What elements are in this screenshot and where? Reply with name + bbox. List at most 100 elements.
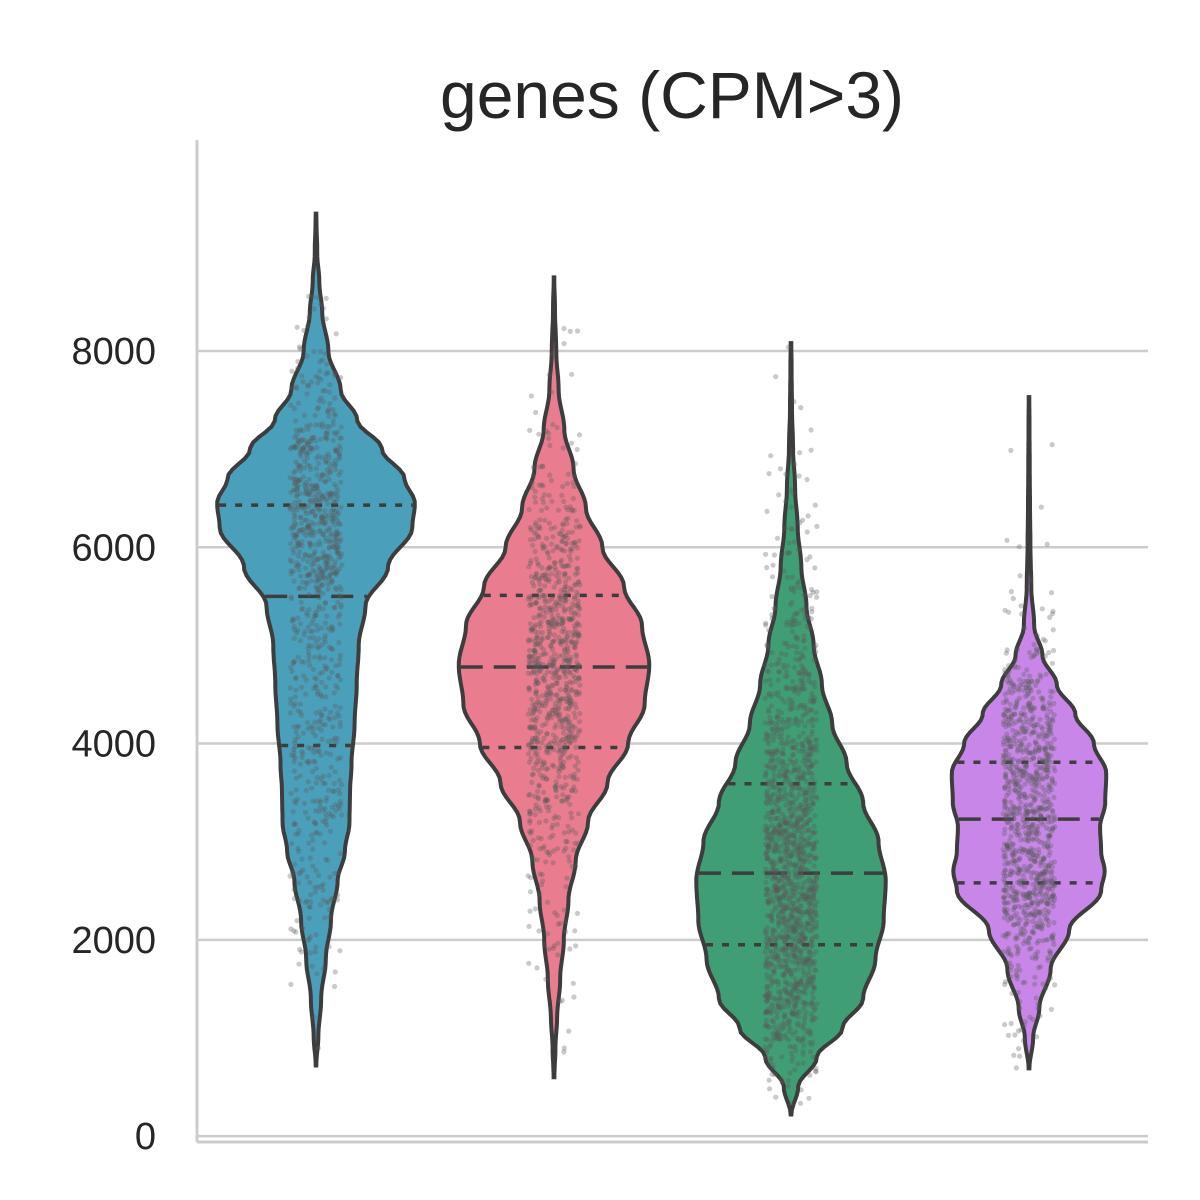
strip-point [794,816,801,822]
strip-point [292,468,298,474]
strip-point [317,368,323,374]
strip-point [329,805,335,811]
strip-point [801,850,807,857]
strip-point [533,678,539,684]
strip-point [769,792,775,798]
strip-point [801,1017,808,1023]
strip-point [556,765,562,772]
strip-point [293,459,299,465]
strip-point [763,814,769,820]
strip-point [802,749,808,755]
strip-point [794,644,800,650]
strip-point [528,741,534,747]
strip-point [772,815,779,822]
strip-point [307,934,313,940]
strip-point [550,707,556,713]
strip-point [764,935,770,941]
strip-point [291,659,297,666]
strip-point [550,351,556,357]
strip-point [795,691,801,697]
strip-point [306,915,312,921]
strip-point [564,685,570,691]
strip-point [293,532,299,539]
strip-point [769,780,775,786]
strip-point [1029,816,1035,822]
strip-point [320,722,326,728]
strip-point [532,522,538,528]
strip-point [561,598,567,604]
strip-point [338,446,344,452]
strip-point [316,748,322,754]
strip-point [789,799,795,805]
strip-point [290,660,296,666]
strip-point [555,921,561,927]
strip-point [574,733,580,739]
strip-point [762,960,769,966]
strip-point [576,605,582,611]
strip-point [562,637,568,643]
strip-point [338,479,344,485]
strip-point [333,683,339,689]
strip-point [544,716,551,722]
strip-point [556,579,563,585]
strip-point [567,617,573,623]
strip-point [559,762,565,768]
strip-point [782,952,788,958]
strip-point [1010,681,1016,687]
strip-point [530,464,537,470]
strip-point [291,516,297,522]
strip-point [563,838,569,845]
strip-point [576,632,583,639]
strip-point [769,861,776,867]
strip-point [552,784,558,790]
strip-point [1011,922,1017,928]
strip-point [786,550,793,556]
strip-point [324,431,330,437]
strip-point [328,813,334,819]
strip-point [577,663,583,669]
strip-point [295,540,301,546]
strip-point [314,589,320,596]
strip-point [531,669,537,675]
strip-point [290,487,296,493]
strip-point [776,797,782,804]
strip-point [553,619,560,625]
strip-point [527,889,534,895]
strip-point [293,687,299,693]
strip-point [526,687,532,693]
strip-point [573,630,579,636]
strip-point [574,589,580,596]
strip-point [291,627,298,633]
strip-point [528,875,534,881]
strip-point [289,618,295,624]
strip-point [1006,790,1012,796]
strip-point [304,759,310,765]
strip-point [782,970,788,976]
y-tick-label-2000: 2000 [71,920,156,962]
strip-point [569,733,575,740]
strip-point [301,800,307,806]
strip-point [312,412,318,419]
strip-point [289,385,295,391]
strip-point [793,861,799,867]
strip-point [1004,537,1010,543]
strip-point [546,808,552,814]
strip-point [813,870,819,877]
strip-point [299,543,305,549]
strip-point [810,974,816,980]
strip-point [295,723,301,729]
strip-point [773,374,779,380]
strip-point [544,849,550,855]
strip-point [539,463,546,469]
strip-point [797,936,803,942]
strip-point [297,446,303,452]
strip-point [1040,758,1046,764]
strip-point [295,483,301,489]
strip-point [802,936,809,942]
strip-point [558,546,564,552]
strip-point [1036,689,1042,695]
strip-point [326,545,332,551]
strip-point [1027,855,1033,862]
strip-point [298,599,304,605]
strip-point [291,746,297,753]
